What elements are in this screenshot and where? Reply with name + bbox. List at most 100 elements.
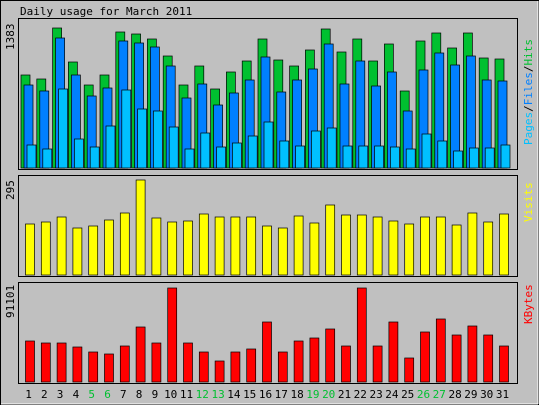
x-label-day-10: 10	[164, 388, 177, 401]
visits-bar-visits-day-29	[467, 212, 478, 276]
hits-files-pages-bar-pages-day-8	[137, 108, 147, 169]
x-label-day-30: 30	[480, 388, 493, 401]
hits-files-pages-bar-pages-day-26	[421, 133, 432, 169]
visits-bar-visits-day-14	[230, 216, 241, 276]
visits-bar-visits-day-2	[40, 221, 51, 276]
hits-files-pages-bar-pages-day-18	[295, 145, 305, 169]
kbytes-bar-kbytes-day-18	[293, 340, 304, 383]
kbytes-bar-kbytes-day-26	[420, 331, 430, 383]
visits-bar-visits-day-24	[388, 220, 399, 276]
visits-bar-visits-day-8	[135, 179, 146, 276]
x-label-day-24: 24	[385, 388, 399, 401]
y-max-label-kbytes: 91101	[4, 285, 17, 318]
x-label-day-27: 27	[433, 388, 446, 401]
x-label-day-20: 20	[322, 388, 335, 401]
visits-bar-visits-day-17	[277, 227, 288, 276]
visits-bar-visits-day-28	[451, 224, 462, 276]
x-label-day-31: 31	[496, 388, 509, 401]
kbytes-bar-kbytes-day-4	[72, 346, 83, 383]
kbytes-bar-kbytes-day-2	[40, 342, 51, 383]
visits-bar-visits-day-22	[356, 214, 367, 276]
visits-bar-visits-day-20	[325, 204, 336, 276]
hits-files-pages-bar-pages-day-5	[89, 146, 100, 169]
x-label-day-9: 9	[152, 388, 159, 401]
bars-kbytes	[25, 287, 509, 383]
hits-files-pages-bar-pages-day-2	[42, 148, 53, 169]
hits-files-pages-bar-pages-day-6	[105, 125, 116, 169]
x-label-day-26: 26	[417, 388, 430, 401]
x-label-day-22: 22	[354, 388, 367, 401]
visits-bar-visits-day-12	[198, 213, 209, 276]
hits-files-pages-bar-pages-day-31	[500, 144, 511, 169]
visits-bar-visits-day-18	[293, 215, 304, 276]
kbytes-bar-kbytes-day-31	[499, 345, 509, 383]
x-label-day-16: 16	[259, 388, 272, 401]
hits-files-pages-bar-pages-day-4	[74, 138, 84, 169]
visits-bar-visits-day-25	[404, 223, 415, 276]
hits-files-pages-bar-pages-day-22	[358, 145, 369, 169]
hits-files-pages-bar-pages-day-28	[453, 150, 463, 169]
x-label-day-15: 15	[243, 388, 256, 401]
kbytes-bar-kbytes-day-28	[451, 334, 462, 383]
hits-files-pages-bar-pages-day-17	[279, 140, 290, 169]
hits-files-pages-bar-pages-day-20	[326, 127, 337, 169]
hits-files-pages-bar-pages-day-1	[26, 144, 37, 169]
kbytes-bar-kbytes-day-3	[56, 342, 67, 383]
hits-files-pages-bar-pages-day-13	[216, 146, 226, 169]
kbytes-bar-kbytes-day-14	[230, 351, 241, 383]
kbytes-bar-kbytes-day-27	[435, 318, 446, 383]
visits-bar-visits-day-23	[372, 216, 383, 276]
legend-pages: Pages	[522, 112, 535, 145]
hits-files-pages-bar-pages-day-11	[184, 148, 195, 169]
visits-bar-visits-day-7	[119, 212, 130, 276]
hits-files-pages-bar-pages-day-25	[405, 148, 416, 169]
kbytes-bar-kbytes-day-10	[167, 287, 178, 383]
kbytes-bar-kbytes-day-24	[388, 321, 399, 383]
kbytes-bar-kbytes-day-25	[404, 357, 415, 383]
hits-files-pages-bar-pages-day-19	[311, 130, 321, 169]
x-label-day-14: 14	[227, 388, 241, 401]
hits-files-pages-bar-pages-day-27	[437, 140, 448, 169]
kbytes-bar-kbytes-day-23	[372, 345, 383, 383]
legend-separator-2: /	[522, 66, 535, 73]
visits-bar-visits-day-6	[104, 219, 114, 276]
x-label-day-4: 4	[73, 388, 80, 401]
x-label-day-1: 1	[25, 388, 32, 401]
kbytes-bar-kbytes-day-13	[214, 360, 225, 383]
visits-bar-visits-day-4	[72, 227, 83, 276]
x-label-day-18: 18	[290, 388, 303, 401]
visits-bar-visits-day-15	[246, 216, 257, 276]
visits-bar-visits-day-27	[435, 216, 446, 276]
visits-bar-visits-day-3	[56, 216, 67, 276]
kbytes-bar-kbytes-day-15	[246, 348, 257, 383]
x-label-day-21: 21	[338, 388, 351, 401]
chart-title: Daily usage for March 2011	[20, 5, 192, 18]
x-label-day-5: 5	[88, 388, 95, 401]
legend-visits: Visits	[522, 182, 535, 222]
visits-bar-visits-day-11	[183, 220, 193, 276]
x-label-day-7: 7	[120, 388, 127, 401]
hits-files-pages-bar-pages-day-16	[263, 121, 274, 169]
legend-hits-files-pages: Pages/Files/Hits	[522, 39, 535, 145]
x-label-day-8: 8	[136, 388, 143, 401]
hits-files-pages-bar-pages-day-12	[200, 132, 211, 169]
kbytes-bar-kbytes-day-5	[88, 351, 99, 383]
visits-bar-visits-day-1	[25, 223, 35, 276]
kbytes-bar-kbytes-day-20	[325, 328, 336, 383]
hits-files-pages-bar-pages-day-7	[121, 89, 132, 169]
hits-files-pages-bar-pages-day-29	[469, 147, 479, 169]
kbytes-bar-kbytes-day-9	[151, 342, 162, 383]
x-label-day-17: 17	[275, 388, 288, 401]
kbytes-bar-kbytes-day-6	[104, 353, 114, 383]
kbytes-bar-kbytes-day-17	[277, 351, 288, 383]
visits-bar-visits-day-30	[483, 221, 494, 276]
hits-files-pages-bar-pages-day-15	[247, 135, 258, 169]
kbytes-bar-kbytes-day-8	[135, 326, 146, 383]
kbytes-bar-kbytes-day-11	[183, 342, 193, 383]
x-label-day-29: 29	[464, 388, 477, 401]
x-label-day-23: 23	[369, 388, 382, 401]
visits-bar-visits-day-9	[151, 217, 162, 276]
visits-bar-visits-day-13	[214, 216, 225, 276]
y-max-label-visits: 295	[4, 180, 17, 200]
